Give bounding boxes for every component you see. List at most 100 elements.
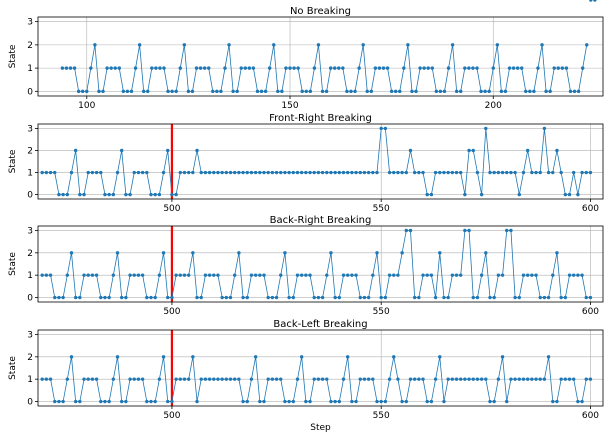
data-point bbox=[107, 399, 111, 404]
data-point bbox=[425, 192, 429, 197]
data-point bbox=[503, 89, 508, 94]
data-point bbox=[161, 251, 166, 255]
data-point bbox=[568, 89, 573, 94]
data-point bbox=[450, 170, 455, 175]
data-point bbox=[258, 399, 262, 404]
data-point bbox=[500, 355, 505, 359]
data-point bbox=[299, 273, 304, 277]
data-point bbox=[57, 399, 61, 404]
data-point bbox=[392, 355, 396, 359]
data-point bbox=[345, 89, 349, 94]
data-point bbox=[86, 273, 90, 277]
data-point bbox=[538, 377, 542, 381]
data-point bbox=[284, 66, 288, 70]
data-point bbox=[276, 89, 280, 94]
data-point bbox=[115, 251, 120, 255]
data-point bbox=[369, 89, 374, 94]
data-point bbox=[73, 148, 78, 153]
data-point bbox=[308, 273, 312, 277]
data-point bbox=[228, 170, 233, 175]
data-point bbox=[292, 66, 296, 70]
data-point bbox=[86, 170, 90, 175]
data-point bbox=[320, 170, 325, 175]
data-point bbox=[128, 377, 132, 381]
data-point bbox=[475, 66, 479, 70]
data-point bbox=[249, 377, 254, 381]
data-point bbox=[517, 377, 521, 381]
data-point bbox=[387, 273, 392, 277]
data-point bbox=[99, 170, 103, 175]
data-point bbox=[93, 43, 97, 47]
data-point bbox=[157, 273, 162, 277]
data-point bbox=[132, 170, 136, 175]
data-point bbox=[233, 377, 237, 381]
data-point bbox=[511, 66, 516, 70]
data-point bbox=[496, 170, 501, 175]
data-point bbox=[404, 399, 408, 404]
data-point bbox=[521, 377, 526, 381]
data-point bbox=[129, 89, 134, 94]
data-point bbox=[258, 170, 262, 175]
data-point bbox=[381, 66, 386, 70]
data-point bbox=[207, 170, 212, 175]
data-point bbox=[48, 273, 53, 277]
data-point bbox=[283, 170, 287, 175]
data-point bbox=[170, 399, 174, 404]
axes-frame bbox=[37, 329, 604, 407]
data-point bbox=[215, 89, 219, 94]
data-point bbox=[358, 295, 362, 300]
data-point bbox=[593, 0, 597, 2]
data-point bbox=[316, 43, 321, 47]
data-point bbox=[266, 295, 270, 300]
data-point bbox=[450, 377, 455, 381]
data-point bbox=[412, 377, 417, 381]
x-tick-label: 550 bbox=[373, 307, 390, 317]
data-point bbox=[396, 170, 400, 175]
data-point bbox=[258, 273, 262, 277]
data-point bbox=[141, 89, 146, 94]
data-point bbox=[540, 43, 544, 47]
data-point bbox=[191, 355, 195, 359]
data-point bbox=[101, 89, 105, 94]
data-point bbox=[140, 273, 145, 277]
data-point bbox=[65, 377, 70, 381]
y-tick-label: 3 bbox=[27, 18, 33, 28]
data-point bbox=[333, 170, 337, 175]
data-point bbox=[279, 377, 283, 381]
data-point bbox=[287, 170, 291, 175]
data-point bbox=[253, 170, 258, 175]
data-point bbox=[223, 66, 227, 70]
data-point bbox=[140, 377, 145, 381]
y-axis-label: State bbox=[8, 356, 18, 380]
data-point bbox=[542, 377, 547, 381]
data-point bbox=[429, 192, 434, 197]
data-point bbox=[153, 399, 157, 404]
data-point bbox=[402, 66, 406, 70]
data-point bbox=[262, 170, 266, 175]
data-point bbox=[534, 377, 538, 381]
y-tick-label: 0 bbox=[27, 191, 33, 201]
data-point bbox=[195, 148, 199, 153]
data-point bbox=[365, 89, 369, 94]
data-point bbox=[438, 251, 442, 255]
data-point bbox=[375, 251, 379, 255]
data-point bbox=[233, 273, 237, 277]
data-point bbox=[513, 377, 517, 381]
data-point bbox=[103, 295, 107, 300]
data-point bbox=[337, 295, 342, 300]
data-point bbox=[270, 295, 275, 300]
data-point bbox=[64, 66, 69, 70]
data-point bbox=[82, 377, 86, 381]
data-point bbox=[212, 273, 216, 277]
y-tick-label: 0 bbox=[27, 398, 33, 408]
data-point bbox=[475, 170, 480, 175]
data-point bbox=[442, 295, 446, 300]
data-point bbox=[124, 399, 128, 404]
data-point bbox=[247, 66, 252, 70]
x-tick-label: 500 bbox=[163, 411, 180, 421]
data-point bbox=[438, 355, 442, 359]
data-point bbox=[68, 66, 73, 70]
data-point bbox=[65, 273, 70, 277]
data-point bbox=[551, 170, 555, 175]
